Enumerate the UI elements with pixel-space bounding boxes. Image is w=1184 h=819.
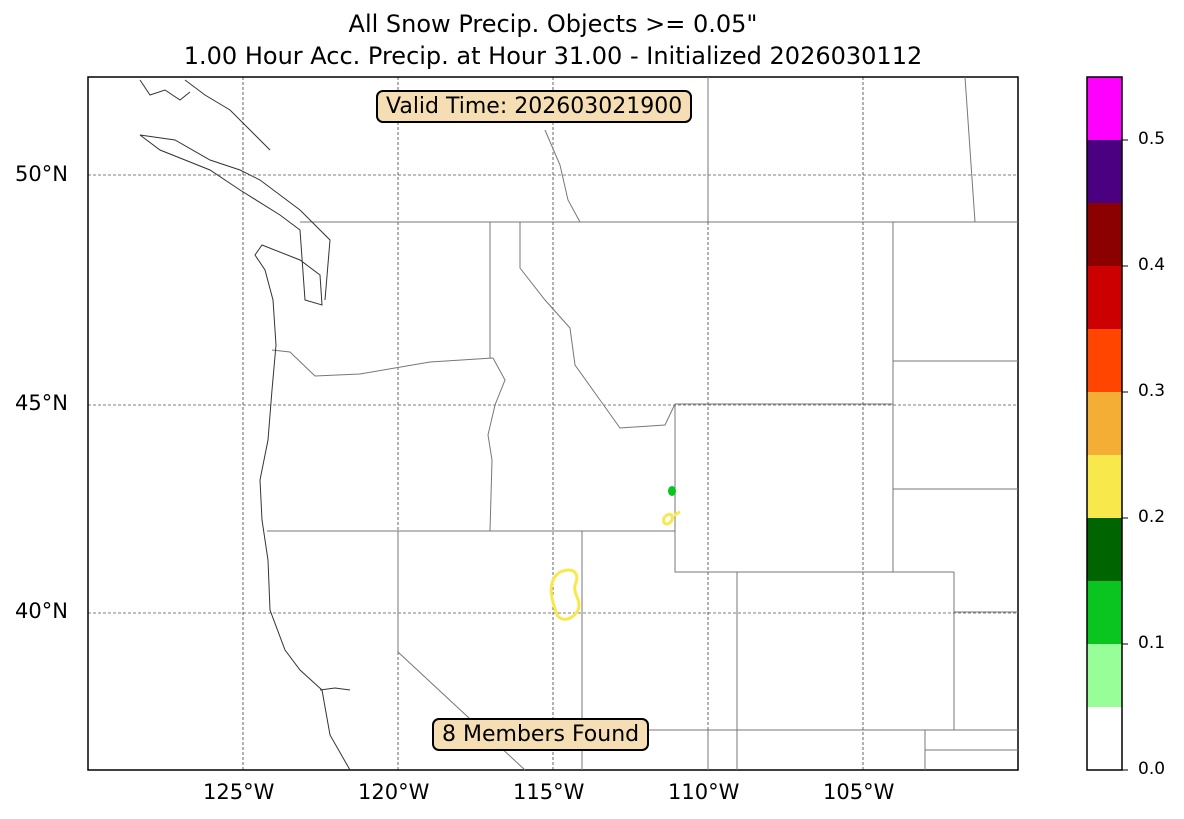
colorbar-segment	[1087, 644, 1122, 707]
members-found-label: 8 Members Found	[432, 718, 650, 751]
title-line-1: All Snow Precip. Objects >= 0.05"	[348, 10, 758, 38]
colorbar-segment	[1087, 77, 1122, 140]
colorbar-segment	[1087, 140, 1122, 203]
colorbar-tick-label: 0.5	[1138, 129, 1166, 149]
colorbar-segment	[1087, 707, 1122, 770]
colorbar-segment	[1087, 455, 1122, 518]
colorbar	[1087, 77, 1128, 771]
colorbar-tick-label: 0.4	[1138, 255, 1166, 275]
object-outline-idaho	[662, 510, 681, 526]
lon-tick: 115°W	[513, 780, 585, 804]
lat-tick: 45°N	[15, 391, 68, 415]
colorbar-tick-label: 0.2	[1138, 507, 1166, 527]
lon-tick: 110°W	[668, 780, 740, 804]
lon-tick: 105°W	[823, 780, 895, 804]
lon-tick: 125°W	[203, 780, 275, 804]
object-outline-nevada	[549, 568, 581, 621]
title-line-2: 1.00 Hour Acc. Precip. at Hour 31.00 - I…	[183, 42, 923, 70]
coastline	[139, 79, 351, 771]
colorbar-frame	[1086, 76, 1123, 771]
object-filled-idaho	[668, 486, 676, 496]
lon-tick: 120°W	[358, 780, 430, 804]
snow-objects	[549, 486, 681, 621]
colorbar-segment	[1087, 203, 1122, 266]
colorbar-segment	[1087, 266, 1122, 329]
valid-time-label: Valid Time: 202603021900	[376, 90, 693, 123]
colorbar-segment	[1087, 392, 1122, 455]
colorbar-segment	[1087, 518, 1122, 581]
colorbar-segment	[1087, 581, 1122, 644]
colorbar-tick-label: 0.3	[1138, 381, 1166, 401]
colorbar-tick-label: 0.0	[1138, 759, 1166, 779]
colorbar-tick-label: 0.1	[1138, 633, 1166, 653]
lat-tick: 50°N	[15, 162, 68, 186]
colorbar-segment	[1087, 329, 1122, 392]
lat-tick: 40°N	[15, 599, 68, 623]
